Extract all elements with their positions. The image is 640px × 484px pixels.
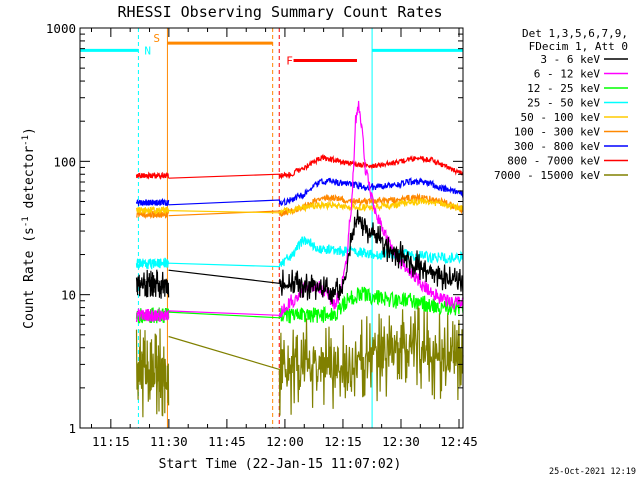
series-6-line-seg-0 <box>135 197 170 207</box>
x-axis-ticks: 11:15 11:30 11:45 12:00 12:15 12:30 12:45 <box>90 28 478 449</box>
y-tick-label-1: 10 <box>61 288 76 303</box>
legend-label-6: 300 - 800 keV <box>514 140 600 153</box>
marker-F-label: F <box>286 55 293 68</box>
y-axis-ticks: 1 10 100 1000 <box>46 21 463 436</box>
series-8-line-seg-1 <box>168 303 464 416</box>
legend-label-0: 3 - 6 keV <box>540 53 600 66</box>
series-1-line-seg-0 <box>135 307 170 323</box>
timestamp: 25-Oct-2021 12:19 <box>549 467 636 477</box>
marker-N-label: N <box>144 44 151 57</box>
plot-frame <box>79 27 464 429</box>
x-tick-label-1: 11:30 <box>150 434 188 449</box>
series-3-line-seg-1 <box>168 236 464 268</box>
marker-S-label: S <box>153 32 160 45</box>
y-axis-label: Count Rate (s-1 detector-1) <box>21 127 37 329</box>
series-5-line-seg-1 <box>168 192 464 217</box>
legend: Det 1,3,5,6,7,9,FDecim 1, Att 03 - 6 keV… <box>494 27 628 182</box>
legend-label-1: 6 - 12 keV <box>534 68 601 81</box>
y-axis-label-part3: ) <box>22 127 37 135</box>
series-0-line-seg-1 <box>168 209 464 305</box>
legend-label-7: 800 - 7000 keV <box>507 155 600 168</box>
series-2-line-seg-1 <box>168 286 464 324</box>
x-tick-label-0: 11:15 <box>92 434 130 449</box>
series-4-line-seg-1 <box>168 197 464 215</box>
series-0-line-seg-0 <box>135 269 170 299</box>
y-axis-label-part2: detector <box>22 146 37 217</box>
chart-title: RHESSI Observing Summary Count Rates <box>117 3 442 21</box>
legend-header-1: FDecim 1, Att 0 <box>529 40 628 53</box>
series-5-line-seg-0 <box>136 209 170 220</box>
y-axis-label-sup1: -1 <box>21 216 31 227</box>
series-6-line-seg-1 <box>168 176 464 207</box>
legend-label-8: 7000 - 15000 keV <box>494 169 600 182</box>
legend-label-2: 12 - 25 keV <box>527 82 600 95</box>
y-axis-label-part1: Count Rate (s <box>22 227 37 329</box>
x-tick-label-4: 12:15 <box>324 434 362 449</box>
x-axis-label: Start Time (22-Jan-15 11:07:02) <box>159 457 402 472</box>
series-7-line-seg-0 <box>135 171 170 180</box>
x-tick-label-3: 12:00 <box>266 434 304 449</box>
series-8-line-seg-0 <box>135 328 170 418</box>
series-4-line-seg-0 <box>135 205 170 216</box>
y-tick-label-2: 100 <box>53 154 76 169</box>
series-3-line-seg-0 <box>135 257 170 270</box>
series-7-line-seg-1 <box>168 153 464 180</box>
legend-label-4: 50 - 100 keV <box>521 111 601 124</box>
legend-label-5: 100 - 300 keV <box>514 126 600 139</box>
x-tick-label-2: 11:45 <box>208 434 246 449</box>
legend-header-0: Det 1,3,5,6,7,9, <box>522 27 628 40</box>
series-lines <box>135 100 464 418</box>
y-tick-label-3: 1000 <box>46 21 76 36</box>
x-tick-label-6: 12:45 <box>440 434 478 449</box>
x-tick-label-5: 12:30 <box>382 434 420 449</box>
y-tick-label-0: 1 <box>68 421 76 436</box>
y-axis-label-sup2: -1 <box>21 135 31 146</box>
legend-label-3: 25 - 50 keV <box>527 97 600 110</box>
